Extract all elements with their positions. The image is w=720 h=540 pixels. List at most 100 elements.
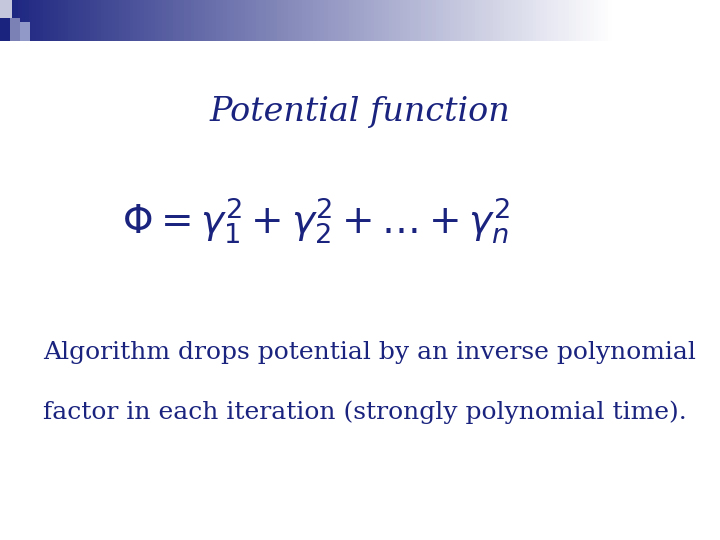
Bar — [342, 0, 346, 40]
Bar — [158, 0, 163, 40]
Bar — [338, 0, 343, 40]
Bar — [522, 0, 526, 40]
Bar — [367, 0, 372, 40]
Bar — [580, 0, 584, 40]
Bar — [432, 0, 436, 40]
Bar — [421, 0, 426, 40]
Bar — [119, 0, 123, 40]
Bar — [43, 0, 48, 40]
Bar — [706, 0, 710, 40]
Bar — [220, 0, 224, 40]
Bar — [320, 0, 325, 40]
Bar — [302, 0, 307, 40]
Bar — [371, 0, 375, 40]
Text: $\Phi = \gamma_1^2 + \gamma_2^2 + \ldots + \gamma_n^2$: $\Phi = \gamma_1^2 + \gamma_2^2 + \ldots… — [122, 195, 510, 246]
Bar — [475, 0, 480, 40]
Bar — [450, 0, 454, 40]
Bar — [691, 0, 696, 40]
Bar — [392, 0, 397, 40]
Bar — [389, 0, 393, 40]
Bar — [346, 0, 350, 40]
Bar — [61, 0, 66, 40]
Bar — [619, 0, 624, 40]
Bar — [122, 0, 127, 40]
Bar — [464, 0, 469, 40]
Bar — [680, 0, 685, 40]
Bar — [641, 0, 645, 40]
Bar — [630, 0, 634, 40]
Bar — [515, 0, 519, 40]
Bar — [112, 0, 116, 40]
Bar — [637, 0, 642, 40]
Bar — [306, 0, 310, 40]
Bar — [479, 0, 483, 40]
Bar — [101, 0, 105, 40]
Bar — [472, 0, 476, 40]
Bar — [623, 0, 627, 40]
Bar — [407, 0, 411, 40]
Bar — [695, 0, 699, 40]
Bar — [18, 0, 22, 40]
Bar — [194, 0, 199, 40]
Bar — [526, 0, 530, 40]
Bar — [378, 0, 382, 40]
Bar — [349, 0, 354, 40]
Bar — [608, 0, 613, 40]
Bar — [169, 0, 174, 40]
Bar — [331, 0, 336, 40]
Bar — [86, 0, 91, 40]
Bar — [601, 0, 606, 40]
Bar — [385, 0, 390, 40]
Bar — [634, 0, 638, 40]
Bar — [716, 0, 720, 40]
Bar — [11, 0, 15, 40]
Bar — [529, 0, 534, 40]
Bar — [245, 0, 249, 40]
Bar — [79, 0, 84, 40]
Bar — [223, 0, 228, 40]
Bar — [508, 0, 512, 40]
Text: Algorithm drops potential by an inverse polynomial: Algorithm drops potential by an inverse … — [43, 341, 696, 363]
Bar — [702, 0, 706, 40]
Bar — [90, 0, 94, 40]
Bar — [648, 0, 652, 40]
Bar — [684, 0, 688, 40]
Bar — [554, 0, 559, 40]
Bar — [25, 0, 30, 40]
Bar — [148, 0, 152, 40]
Bar — [504, 0, 508, 40]
Bar — [32, 0, 37, 40]
Bar — [616, 0, 620, 40]
Bar — [14, 0, 19, 40]
Bar — [198, 0, 202, 40]
Bar — [436, 0, 440, 40]
Bar — [540, 0, 544, 40]
Bar — [364, 0, 368, 40]
Bar — [180, 0, 184, 40]
Bar — [256, 0, 260, 40]
Bar — [518, 0, 523, 40]
Bar — [176, 0, 181, 40]
Bar — [277, 0, 282, 40]
Bar — [709, 0, 714, 40]
Bar — [446, 0, 451, 40]
Bar — [511, 0, 516, 40]
Bar — [238, 0, 242, 40]
Bar — [205, 0, 210, 40]
Bar — [486, 0, 490, 40]
Bar — [644, 0, 649, 40]
Bar — [83, 0, 87, 40]
Bar — [666, 0, 670, 40]
Bar — [58, 0, 62, 40]
Bar — [414, 0, 418, 40]
Bar — [216, 0, 220, 40]
Bar — [0, 18, 10, 40]
Bar — [590, 0, 595, 40]
Bar — [551, 0, 555, 40]
Bar — [65, 0, 69, 40]
Bar — [248, 0, 253, 40]
Bar — [155, 0, 159, 40]
Bar — [328, 0, 332, 40]
Bar — [0, 0, 12, 18]
Bar — [173, 0, 177, 40]
